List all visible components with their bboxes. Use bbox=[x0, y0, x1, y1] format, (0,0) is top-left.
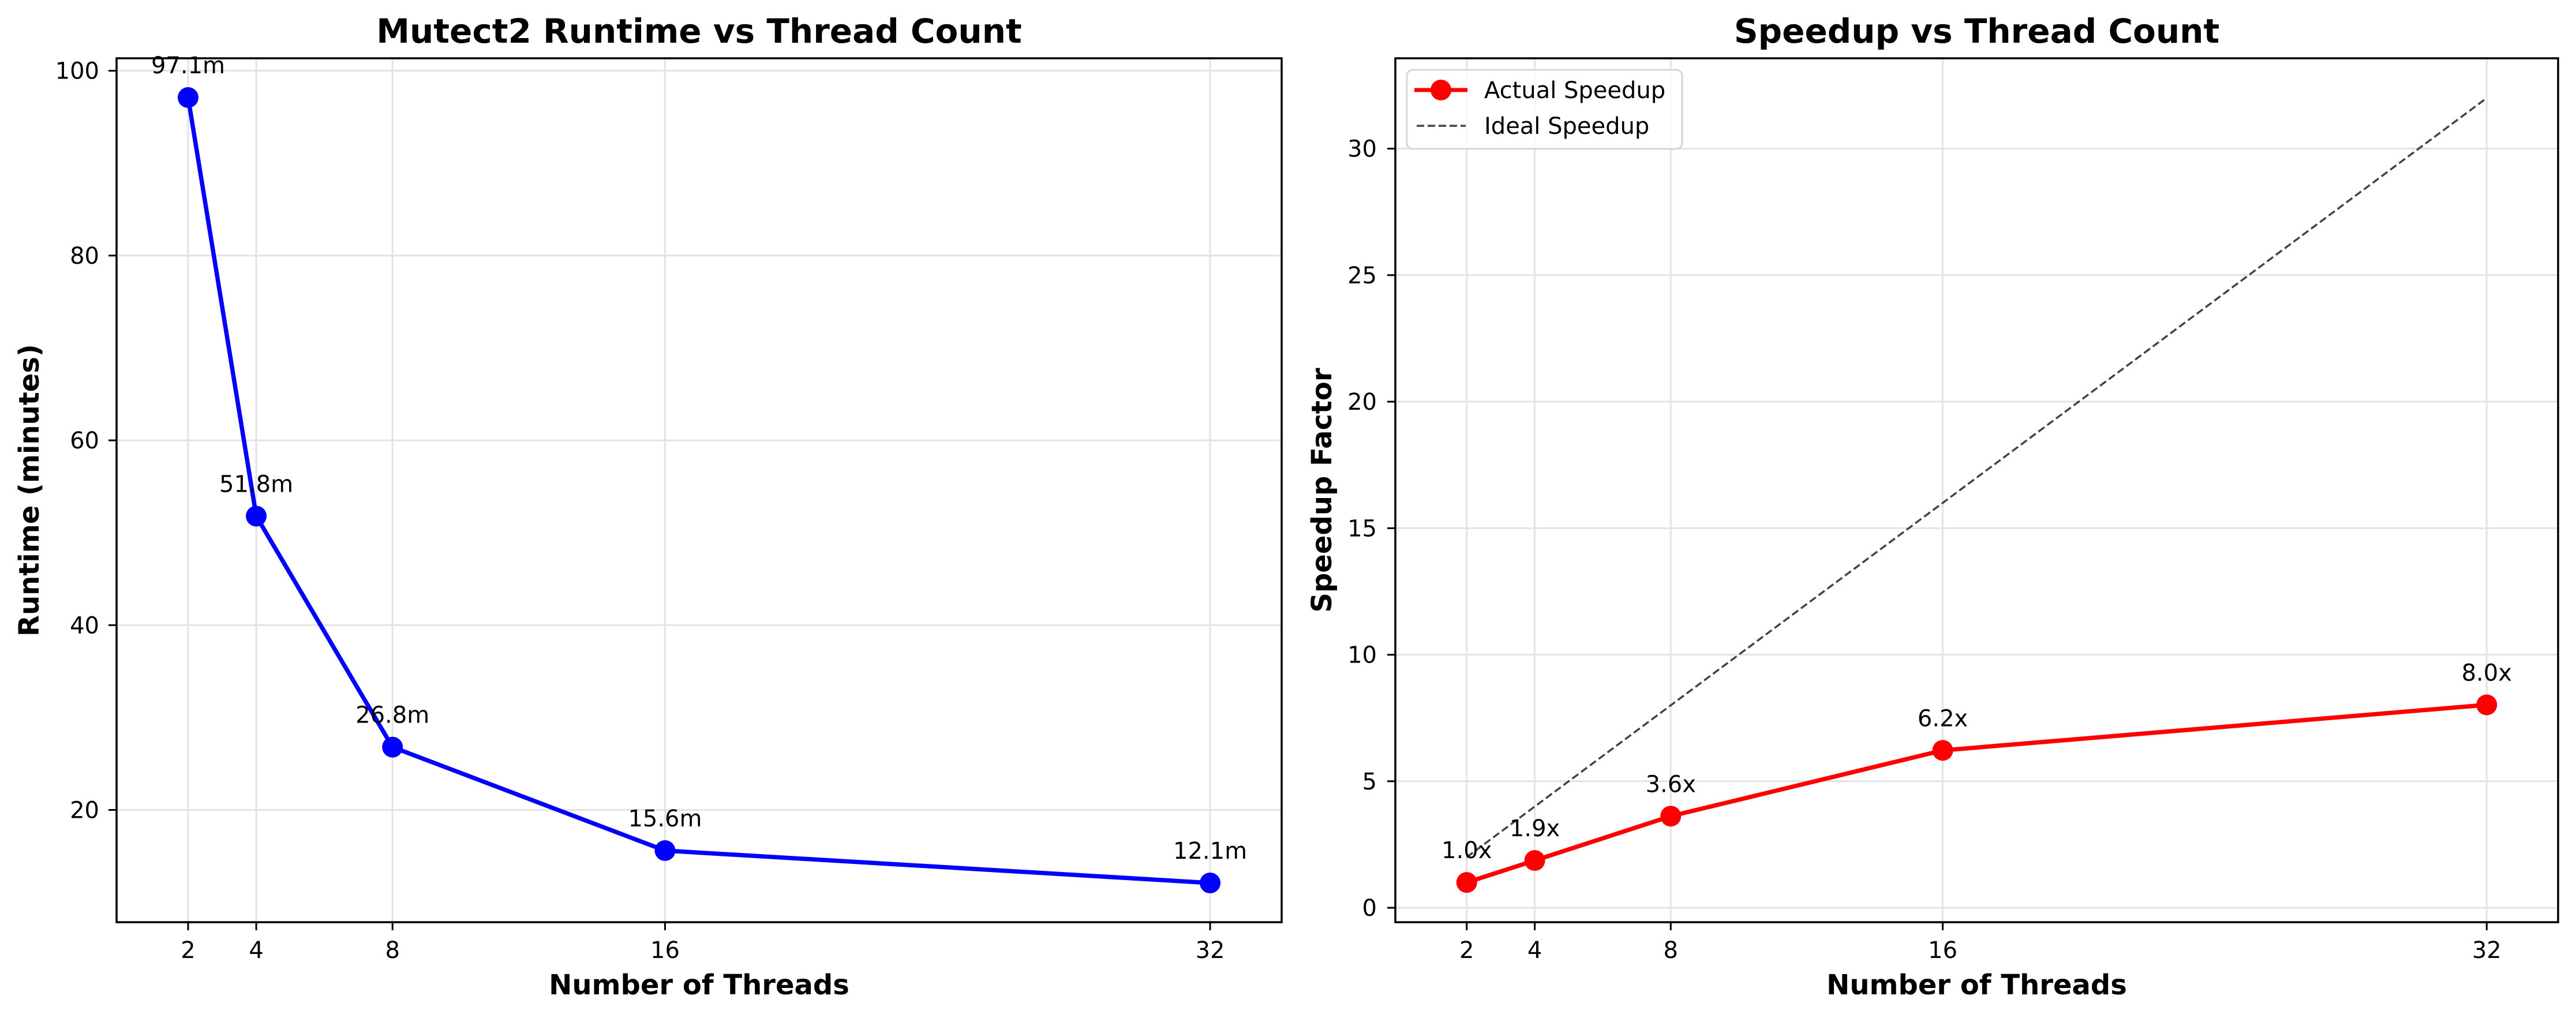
runtime-xtick-label: 16 bbox=[650, 937, 680, 964]
runtime-ytick-label: 20 bbox=[70, 797, 99, 824]
runtime-x-axis-label: Number of Threads bbox=[549, 969, 849, 1001]
runtime-grid bbox=[117, 58, 1282, 922]
runtime-y-axis-label: Runtime (minutes) bbox=[13, 344, 46, 637]
runtime-runtime-data-label: 26.8m bbox=[355, 702, 429, 729]
speedup-xtick-label: 32 bbox=[2472, 937, 2502, 964]
speedup-ytick-label: 20 bbox=[1347, 389, 1377, 416]
speedup-actual-speedup-data-label: 1.0x bbox=[1441, 837, 1492, 864]
runtime-xtick-label: 8 bbox=[385, 937, 399, 964]
runtime-runtime-data-label: 15.6m bbox=[628, 806, 702, 832]
speedup-xtick-label: 8 bbox=[1664, 937, 1678, 964]
speedup-actual-speedup-point bbox=[1660, 806, 1682, 827]
speedup-actual-speedup-point bbox=[1456, 872, 1477, 893]
runtime-runtime-point bbox=[382, 736, 403, 758]
speedup-ytick-label: 0 bbox=[1362, 895, 1377, 922]
speedup-actual-speedup-point bbox=[1524, 850, 1545, 871]
legend-ideal-label: Ideal Speedup bbox=[1484, 113, 1649, 140]
runtime-ytick-label: 80 bbox=[70, 243, 99, 270]
runtime-annotations: 97.1m 51.8m 26.8m 15.6m 12.1m bbox=[151, 53, 1247, 864]
speedup-x-axis-label: Number of Threads bbox=[1826, 969, 2127, 1001]
runtime-ticks: 2 4 8 16 32 20 40 60 80 100 bbox=[55, 58, 1225, 964]
speedup-xtick-label: 16 bbox=[1928, 937, 1957, 964]
speedup-annotations: 1.0x 1.9x 3.6x 6.2x 8.0x bbox=[1441, 660, 2512, 864]
speedup-ytick-label: 30 bbox=[1347, 136, 1377, 163]
runtime-runtime-point bbox=[246, 506, 267, 527]
legend-actual-marker-icon bbox=[1431, 80, 1451, 100]
runtime-xtick-label: 4 bbox=[249, 937, 263, 964]
speedup-grid bbox=[1395, 58, 2558, 922]
speedup-actual-speedup-point bbox=[1932, 740, 1953, 761]
runtime-ytick-label: 60 bbox=[70, 428, 99, 454]
speedup-xtick-label: 4 bbox=[1527, 937, 1542, 964]
runtime-ytick-label: 40 bbox=[70, 612, 99, 639]
runtime-runtime-data-label: 51.8m bbox=[219, 471, 293, 497]
speedup-actual-speedup-data-label: 3.6x bbox=[1646, 771, 1696, 798]
speedup-axes-frame bbox=[1394, 57, 2559, 923]
speedup-actual-speedup-data-label: 1.9x bbox=[1510, 815, 1560, 842]
speedup-xtick-label: 2 bbox=[1459, 937, 1474, 964]
speedup-ytick-label: 5 bbox=[1362, 769, 1377, 795]
runtime-runtime-point bbox=[654, 840, 676, 861]
speedup-ytick-label: 15 bbox=[1347, 515, 1377, 542]
speedup-actual-speedup-data-label: 6.2x bbox=[1918, 705, 1968, 732]
speedup-actual-speedup-data-label: 8.0x bbox=[2462, 660, 2512, 686]
speedup-ytick-label: 25 bbox=[1347, 263, 1377, 289]
runtime-xtick-label: 32 bbox=[1196, 937, 1225, 964]
speedup-actual-speedup-point bbox=[2476, 694, 2498, 716]
speedup-y-axis-label: Speedup Factor bbox=[1306, 368, 1338, 612]
speedup-ytick-label: 10 bbox=[1347, 642, 1377, 669]
runtime-chart: 97.1m 51.8m 26.8m 15.6m 12.1m 2 4 8 16 32 20 40 60 8… bbox=[13, 12, 1283, 1001]
runtime-xtick-label: 2 bbox=[181, 937, 195, 964]
runtime-runtime-data-label: 97.1m bbox=[151, 53, 225, 79]
speedup-chart-title: Speedup vs Thread Count bbox=[1734, 12, 2219, 51]
runtime-runtime-point bbox=[1200, 872, 1221, 893]
speedup-chart: 1.0x 1.9x 3.6x 6.2x 8.0x 2 4 8 16 32 0 5 10 15 20 25 30… bbox=[1306, 12, 2559, 1001]
runtime-runtime-point bbox=[177, 87, 199, 108]
speedup-legend: Actual Speedup Ideal Speedup bbox=[1406, 69, 1683, 150]
runtime-ytick-label: 100 bbox=[55, 58, 99, 85]
speedup-ideal-speedup-line bbox=[1466, 97, 2488, 858]
runtime-axes-frame bbox=[115, 57, 1283, 923]
runtime-series-layer bbox=[177, 87, 1221, 893]
runtime-chart-title: Mutect2 Runtime vs Thread Count bbox=[376, 12, 1021, 51]
runtime-runtime-data-label: 12.1m bbox=[1173, 838, 1247, 864]
legend-actual-label: Actual Speedup bbox=[1484, 77, 1665, 104]
speedup-series-layer bbox=[1456, 97, 2498, 893]
speedup-ticks: 2 4 8 16 32 0 5 10 15 20 25 30 bbox=[1347, 136, 2502, 964]
legend-box bbox=[1406, 69, 1683, 150]
